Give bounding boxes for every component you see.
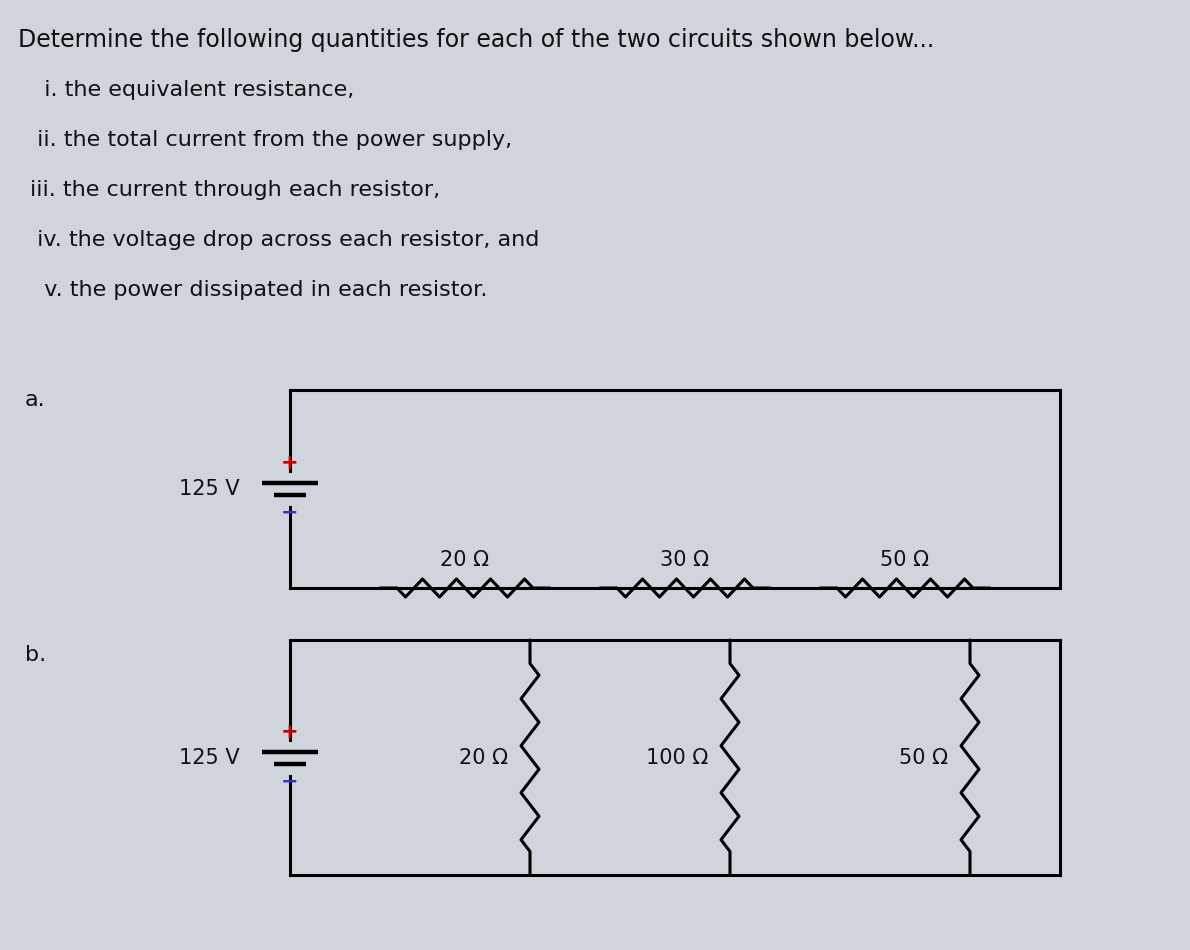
Text: iv. the voltage drop across each resistor, and: iv. the voltage drop across each resisto… (30, 230, 539, 250)
Text: v. the power dissipated in each resistor.: v. the power dissipated in each resistor… (30, 280, 488, 300)
Text: 125 V: 125 V (180, 748, 240, 768)
Text: 125 V: 125 V (180, 479, 240, 499)
Text: −: − (281, 503, 299, 523)
Text: 50 Ω: 50 Ω (898, 748, 948, 768)
Text: Determine the following quantities for each of the two circuits shown below...: Determine the following quantities for e… (18, 28, 934, 52)
Text: −: − (281, 771, 299, 791)
Text: 100 Ω: 100 Ω (646, 748, 708, 768)
Text: +: + (281, 453, 299, 473)
Text: 20 Ω: 20 Ω (459, 748, 508, 768)
Text: 30 Ω: 30 Ω (660, 550, 709, 570)
Text: ii. the total current from the power supply,: ii. the total current from the power sup… (30, 130, 512, 150)
Text: b.: b. (25, 645, 46, 665)
Text: iii. the current through each resistor,: iii. the current through each resistor, (30, 180, 440, 200)
Text: a.: a. (25, 390, 45, 410)
Text: +: + (281, 721, 299, 742)
Text: 20 Ω: 20 Ω (440, 550, 489, 570)
Text: i. the equivalent resistance,: i. the equivalent resistance, (30, 80, 355, 100)
Text: 50 Ω: 50 Ω (881, 550, 929, 570)
